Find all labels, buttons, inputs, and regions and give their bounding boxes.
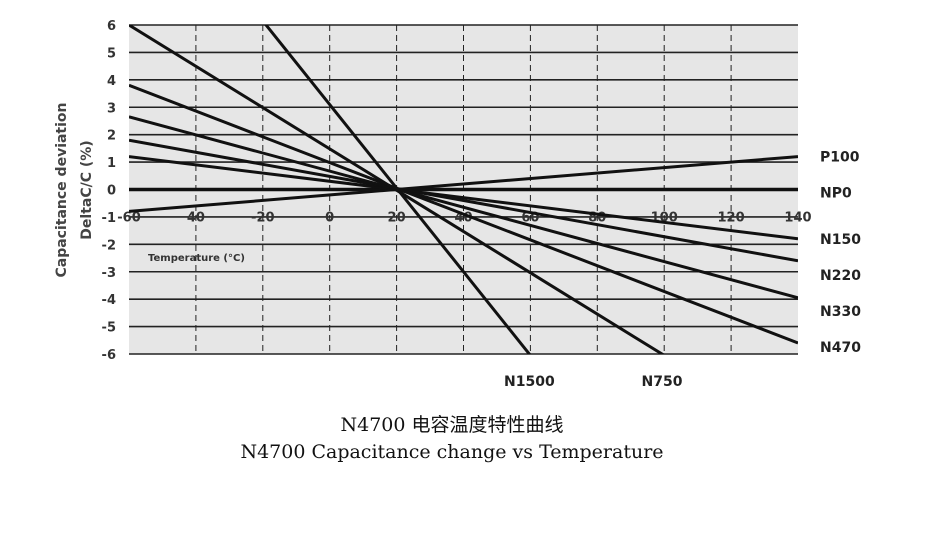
x-axis-title: Temperature (°C): [148, 253, 245, 264]
x-tick-label: 40: [187, 211, 205, 226]
series-label-n1500: N1500: [504, 374, 555, 390]
x-tick-label: 140: [784, 211, 811, 226]
series-label-n150: N150: [820, 232, 861, 248]
y-tick-label: -3: [102, 266, 116, 281]
x-tick-label: 40: [454, 211, 472, 226]
series-label-n750: N750: [642, 374, 683, 390]
series-label-np0: NP0: [820, 186, 852, 202]
y-axis-title-line1: Capacitance deviation: [54, 102, 70, 277]
series-line-n1500: [264, 25, 532, 354]
y-tick-label: 0: [107, 184, 116, 199]
x-tick-label: 0: [325, 211, 334, 226]
series-label-n330: N330: [820, 304, 861, 320]
y-tick-label: -5: [102, 321, 116, 336]
y-tick-label: -1: [102, 211, 116, 226]
series-line-n330: [129, 115, 798, 300]
series-lines: [129, 25, 798, 354]
series-label-n220: N220: [820, 268, 861, 284]
y-tick-label: 2: [107, 129, 116, 144]
y-tick-label: 1: [107, 156, 116, 171]
y-tick-label: 4: [107, 74, 116, 89]
y-tick-label: 6: [107, 19, 116, 34]
caption-english: N4700 Capacitance change vs Temperature: [240, 441, 664, 463]
x-tick-label: -60: [117, 211, 141, 226]
y-axis-title-line2: DeltaC/C (%): [79, 140, 95, 239]
x-tick-label: 20: [388, 211, 406, 226]
x-tick-label: 120: [718, 211, 745, 226]
y-tick-label: -6: [102, 348, 116, 363]
caption-chinese: N4700 电容温度特性曲线: [340, 414, 564, 436]
series-label-n470: N470: [820, 340, 861, 356]
y-tick-label: -4: [102, 293, 116, 308]
y-tick-label: -2: [102, 238, 116, 253]
series-line-n220: [129, 138, 798, 263]
y-tick-label: 3: [107, 101, 116, 116]
series-label-p100: P100: [820, 150, 860, 166]
series-line-p100: [129, 155, 798, 213]
series-line-n150: [129, 155, 798, 241]
series-line-n470: [129, 83, 798, 345]
y-tick-label: 5: [107, 46, 116, 61]
x-tick-label: -20: [251, 211, 275, 226]
